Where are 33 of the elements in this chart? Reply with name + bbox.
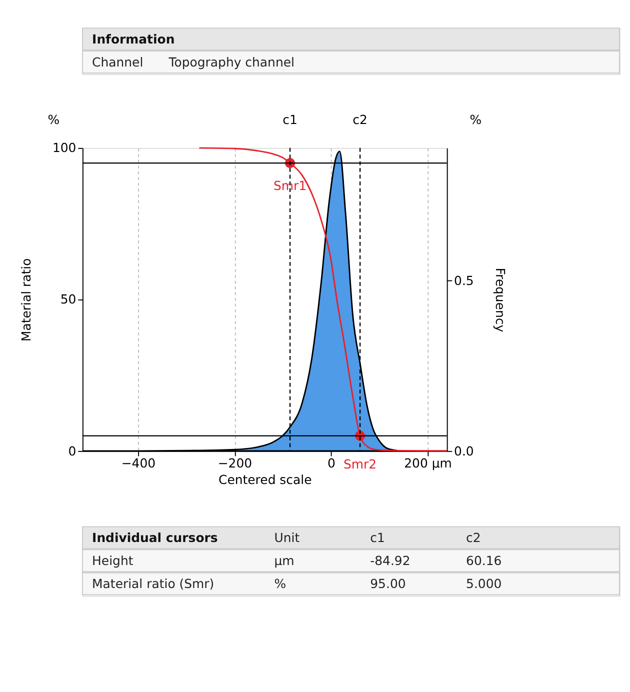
text: c1 (370, 530, 385, 546)
y2-axis-title: Frequency (492, 268, 508, 332)
text: Information (92, 31, 175, 46)
annotation: Smr1 (273, 178, 307, 193)
y-tick-label: 0 (68, 443, 76, 458)
text: 95.00 (370, 576, 406, 592)
text: 60.16 (466, 553, 502, 568)
text: µm (274, 553, 294, 568)
x-tick-label: 200 µm (404, 456, 452, 471)
text: Height (92, 553, 134, 568)
text: Unit (274, 530, 300, 546)
x-tick-label: −200 (218, 456, 252, 471)
text: Material ratio (Smr) (92, 576, 214, 592)
ref-line-label: c2 (352, 112, 368, 127)
text: Channel (92, 54, 144, 70)
y2-tick-label: 0.0 (454, 443, 474, 458)
x-tick-label: −400 (121, 456, 156, 471)
text: Topography channel (168, 54, 294, 70)
text: % (48, 112, 60, 127)
y-tick-label: 50 (60, 292, 76, 307)
text: % (274, 576, 286, 592)
ref-line-label: c1 (282, 112, 298, 127)
y-tick-label: 100 (52, 140, 76, 156)
y-axis-title: Material ratio (18, 258, 34, 342)
x-axis-title: Centered scale (218, 472, 312, 488)
text: Individual cursors (92, 530, 218, 546)
text: -84.92 (370, 553, 410, 568)
text: % (470, 112, 482, 127)
text: 5.000 (466, 576, 502, 592)
x-tick-label: 0 (328, 456, 336, 471)
annotation: Smr2 (344, 456, 377, 472)
y2-tick-label: 0.5 (454, 273, 474, 288)
text: c2 (466, 530, 481, 546)
